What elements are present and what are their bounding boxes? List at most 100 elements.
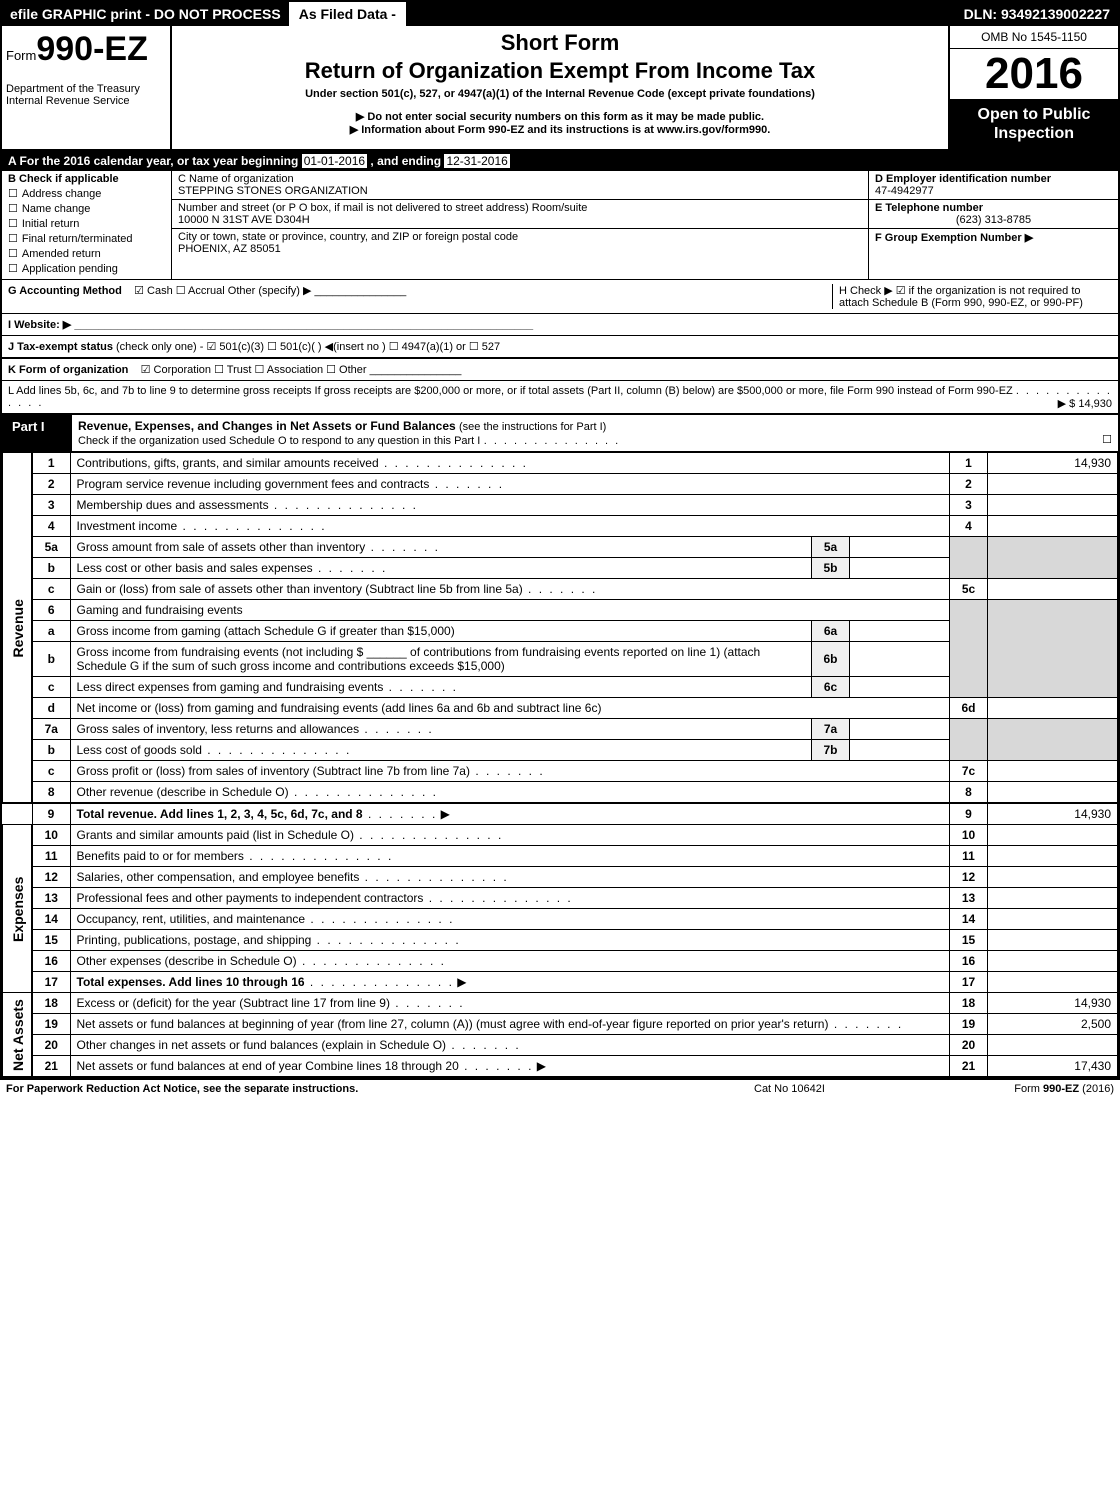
l10-desc: Grants and similar amounts paid (list in… (70, 825, 950, 846)
l10-rnum: 10 (950, 825, 988, 846)
j-text[interactable]: (check only one) - ☑ 501(c)(3) ☐ 501(c)(… (116, 341, 500, 353)
l21-val: 17,430 (988, 1056, 1118, 1077)
l16-desc: Other expenses (describe in Schedule O) (70, 951, 950, 972)
accounting-row: G Accounting Method ☑ Cash ☐ Accrual Oth… (2, 280, 1118, 314)
short-form-label: Short Form (182, 30, 938, 56)
chk-application-pending[interactable]: Application pending (8, 262, 165, 275)
l-text: L Add lines 5b, 6c, and 7b to line 9 to … (8, 385, 1013, 397)
l6c-text: Less direct expenses from gaming and fun… (77, 680, 384, 694)
l1-rnum: 1 (950, 453, 988, 474)
l18-val: 14,930 (988, 993, 1118, 1014)
l10-val (988, 825, 1118, 846)
l7a-num: 7a (32, 719, 70, 740)
form-990ez: efile GRAPHIC print - DO NOT PROCESS As … (0, 0, 1120, 1079)
l16-num: 16 (32, 951, 70, 972)
l6b-sval (850, 642, 950, 677)
l6c-snum: 6c (812, 677, 850, 698)
k-label: K Form of organization (8, 364, 128, 376)
chk-amended-return[interactable]: Amended return (8, 247, 165, 260)
l6a-desc: Gross income from gaming (attach Schedul… (70, 621, 812, 642)
line-4: 4 Investment income 4 (3, 516, 1118, 537)
l2-desc: Program service revenue including govern… (70, 474, 950, 495)
l3-desc: Membership dues and assessments (70, 495, 950, 516)
street-label: Number and street (or P O box, if mail i… (178, 202, 862, 214)
l9-num: 9 (32, 803, 70, 825)
l13-text: Professional fees and other payments to … (77, 891, 424, 905)
l15-text: Printing, publications, postage, and shi… (77, 933, 312, 947)
l4-rnum: 4 (950, 516, 988, 537)
l5b-desc: Less cost or other basis and sales expen… (70, 558, 812, 579)
line-7c: c Gross profit or (loss) from sales of i… (3, 761, 1118, 782)
l5a-num: 5a (32, 537, 70, 558)
line-2: 2 Program service revenue including gove… (3, 474, 1118, 495)
l3-val (988, 495, 1118, 516)
l7c-text: Gross profit or (loss) from sales of inv… (77, 764, 470, 778)
form-prefix: Form (6, 48, 36, 63)
dept-irs: Internal Revenue Service (6, 95, 166, 107)
part1-header: Part I Revenue, Expenses, and Changes in… (2, 415, 1118, 452)
header-center: Short Form Return of Organization Exempt… (172, 26, 948, 149)
e-label: E Telephone number (875, 202, 1112, 214)
topbar-left: efile GRAPHIC print - DO NOT PROCESS (2, 2, 291, 26)
k-text[interactable]: ☑ Corporation ☐ Trust ☐ Association ☐ Ot… (141, 364, 367, 376)
line-3: 3 Membership dues and assessments 3 (3, 495, 1118, 516)
l16-val (988, 951, 1118, 972)
org-name-row: C Name of organization STEPPING STONES O… (172, 171, 868, 200)
part1-sub: (see the instructions for Part I) (459, 421, 606, 433)
l6b-desc: Gross income from fundraising events (no… (70, 642, 812, 677)
l6b-snum: 6b (812, 642, 850, 677)
l6a-sval (850, 621, 950, 642)
l8-num: 8 (32, 782, 70, 804)
l5c-desc: Gain or (loss) from sale of assets other… (70, 579, 950, 600)
l19-text: Net assets or fund balances at beginning… (77, 1017, 829, 1031)
chk-initial-return[interactable]: Initial return (8, 217, 165, 230)
chk-address-change[interactable]: Address change (8, 187, 165, 200)
l18-num: 18 (32, 993, 70, 1014)
city-value: PHOENIX, AZ 85051 (178, 243, 862, 255)
l6d-num: d (32, 698, 70, 719)
part1-label: Part I (2, 415, 72, 451)
l16-rnum: 16 (950, 951, 988, 972)
l7c-rnum: 7c (950, 761, 988, 782)
line-5c: c Gain or (loss) from sale of assets oth… (3, 579, 1118, 600)
l11-rnum: 11 (950, 846, 988, 867)
l18-desc: Excess or (deficit) for the year (Subtra… (70, 993, 950, 1014)
header-right: OMB No 1545-1150 2016 Open to Public Ins… (948, 26, 1118, 149)
l8-rnum: 8 (950, 782, 988, 804)
period-label: A For the 2016 calendar year, or tax yea… (8, 154, 298, 168)
g-label: G Accounting Method (8, 285, 122, 297)
l7a-text: Gross sales of inventory, less returns a… (77, 722, 360, 736)
g-options[interactable]: ☑ Cash ☐ Accrual Other (specify) ▶ (134, 285, 311, 297)
l6-shade (950, 600, 988, 698)
chk-final-return[interactable]: Final return/terminated (8, 232, 165, 245)
l-amount: ▶ $ 14,930 (1058, 397, 1112, 410)
l17-val (988, 972, 1118, 993)
l2-text: Program service revenue including govern… (77, 477, 430, 491)
org-name: STEPPING STONES ORGANIZATION (178, 185, 862, 197)
l5c-rnum: 5c (950, 579, 988, 600)
l17-desc: Total expenses. Add lines 10 through 16 (70, 972, 950, 993)
part1-checkbox[interactable]: ☐ (1102, 433, 1112, 446)
j-label: J Tax-exempt status (8, 341, 113, 353)
l1-val: 14,930 (988, 453, 1118, 474)
h-check[interactable]: H Check ▶ ☑ if the organization is not r… (832, 284, 1112, 309)
l7c-val (988, 761, 1118, 782)
side-blank-9 (3, 803, 33, 825)
city-row: City or town, state or province, country… (172, 229, 868, 257)
l2-num: 2 (32, 474, 70, 495)
l7b-sval (850, 740, 950, 761)
line-9: 9 Total revenue. Add lines 1, 2, 3, 4, 5… (3, 803, 1118, 825)
footer-right: Form 990-EZ (2016) (954, 1083, 1114, 1095)
l5a-snum: 5a (812, 537, 850, 558)
l6d-val (988, 698, 1118, 719)
l8-desc: Other revenue (describe in Schedule O) (70, 782, 950, 804)
l3-rnum: 3 (950, 495, 988, 516)
l14-desc: Occupancy, rent, utilities, and maintena… (70, 909, 950, 930)
l6-num: 6 (32, 600, 70, 621)
line-12: 12 Salaries, other compensation, and emp… (3, 867, 1118, 888)
chk-name-change[interactable]: Name change (8, 202, 165, 215)
l-row: L Add lines 5b, 6c, and 7b to line 9 to … (2, 381, 1118, 415)
topbar-dln: DLN: 93492139002227 (956, 2, 1118, 26)
l12-rnum: 12 (950, 867, 988, 888)
l6c-sval (850, 677, 950, 698)
